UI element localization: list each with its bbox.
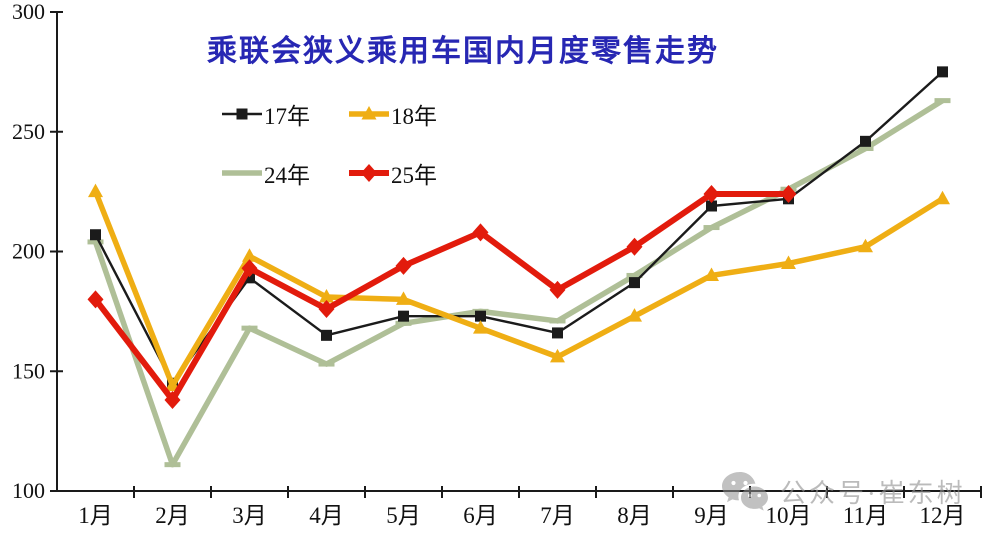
legend-marker-square-icon [222,108,262,119]
svg-text:7月: 7月 [540,503,575,528]
legend-label: 17年 [264,103,310,129]
legend-marker-triangle-icon [349,105,389,119]
svg-text:3月: 3月 [232,503,267,528]
svg-text:1月: 1月 [78,503,113,528]
svg-text:10月: 10月 [766,503,812,528]
legend-marker-line-icon [222,169,262,176]
svg-text:5月: 5月 [386,503,421,528]
legend-item-17: 17年 [222,97,349,131]
series-25年 [87,185,797,409]
legend-row: 24年 25年 [222,143,542,202]
svg-text:11月: 11月 [843,503,888,528]
series-18年 [88,183,950,392]
legend-item-24: 24年 [222,156,349,190]
legend-label: 25年 [391,162,437,188]
watermark-text: 公众号·崔东树 [780,478,966,508]
svg-text:300: 300 [12,0,45,24]
legend-row: 17年 18年 [222,84,542,143]
chart-title: 乘联会狭义乘用车国内月度零售走势 [207,35,719,68]
svg-text:12月: 12月 [920,503,966,528]
chart-legend: 17年 18年 24年 25年 [222,84,542,202]
svg-text:200: 200 [12,239,45,264]
legend-item-25: 25年 [349,156,476,190]
legend-marker-diamond-icon [349,163,389,182]
svg-text:8月: 8月 [617,503,652,528]
svg-text:2月: 2月 [155,503,190,528]
watermark: 公众号·崔东树 [720,470,966,512]
wechat-icon [722,472,768,511]
svg-text:100: 100 [12,478,45,503]
legend-label: 18年 [391,103,437,129]
svg-text:150: 150 [12,358,45,383]
svg-text:4月: 4月 [309,503,344,528]
svg-text:9月: 9月 [694,503,729,528]
svg-text:250: 250 [12,119,45,144]
legend-item-18: 18年 [349,97,476,131]
legend-label: 24年 [264,162,310,188]
svg-text:6月: 6月 [463,503,498,528]
